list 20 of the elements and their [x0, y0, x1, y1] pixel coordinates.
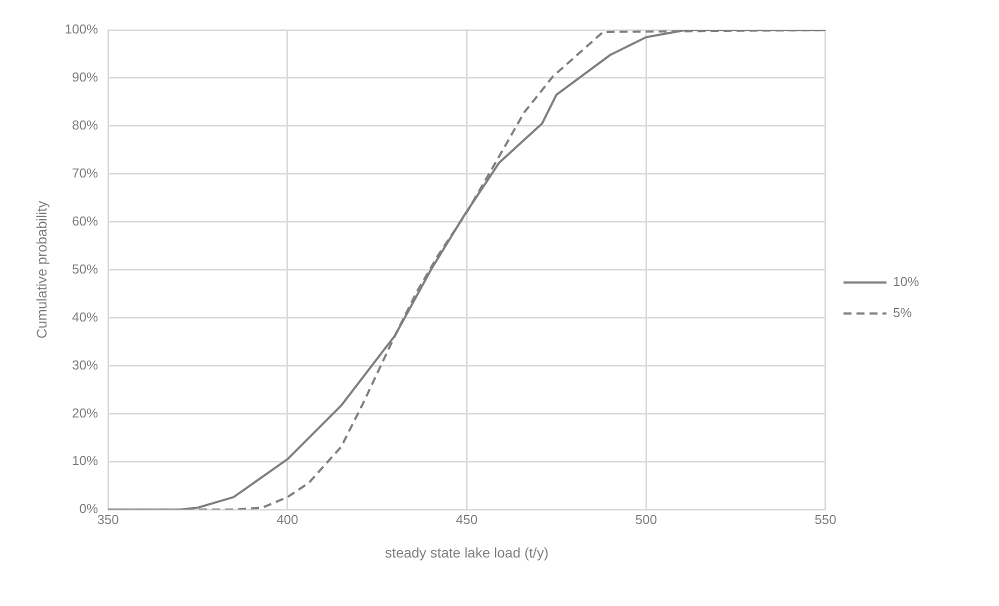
y-tick-label: 20%: [72, 405, 98, 420]
y-tick-label: 100%: [64, 22, 98, 37]
y-tick-label: 90%: [72, 70, 98, 85]
legend-label: 10%: [892, 274, 920, 290]
x-tick-label: 550: [814, 512, 836, 527]
y-tick-label: 80%: [72, 118, 98, 132]
y-tick-label: 50%: [72, 261, 98, 276]
x-tick-label: 400: [276, 512, 298, 527]
legend-label: 5%: [892, 305, 912, 320]
x-tick-label: 350: [97, 512, 119, 527]
y-tick-label: 0%: [79, 501, 98, 516]
y-tick-label: 30%: [72, 357, 98, 372]
y-axis-title: Cumulative probability: [33, 200, 50, 339]
y-tick-label: 60%: [72, 213, 98, 228]
x-axis-title: steady state lake load (t/y): [385, 544, 548, 560]
y-tick-label: 10%: [72, 453, 98, 468]
y-tick-label: 70%: [72, 165, 98, 180]
y-tick-label: 40%: [72, 309, 98, 324]
x-tick-label: 450: [456, 512, 478, 527]
x-tick-label: 500: [635, 512, 657, 527]
